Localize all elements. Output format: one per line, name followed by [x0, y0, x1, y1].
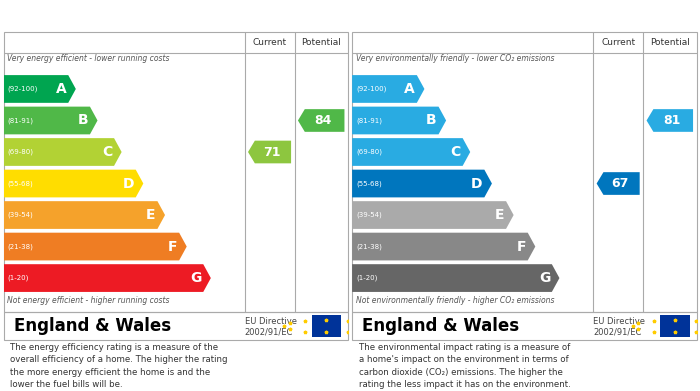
Polygon shape [352, 264, 559, 292]
Text: B: B [426, 113, 437, 127]
Text: 84: 84 [314, 114, 332, 127]
Polygon shape [4, 264, 211, 292]
Text: England & Wales: England & Wales [14, 317, 171, 335]
Text: EU Directive: EU Directive [244, 317, 297, 326]
Text: (1-20): (1-20) [8, 275, 29, 281]
Text: B: B [78, 113, 88, 127]
Text: Potential: Potential [650, 38, 690, 47]
Text: (92-100): (92-100) [8, 86, 38, 92]
Text: (21-38): (21-38) [8, 243, 34, 250]
Text: 67: 67 [612, 177, 629, 190]
Text: Not energy efficient - higher running costs: Not energy efficient - higher running co… [7, 296, 169, 305]
Text: E: E [495, 208, 504, 222]
Text: F: F [517, 240, 526, 253]
Text: Potential: Potential [301, 38, 341, 47]
Text: A: A [405, 82, 415, 96]
Text: The energy efficiency rating is a measure of the
overall efficiency of a home. T: The energy efficiency rating is a measur… [10, 343, 228, 389]
Text: Current: Current [601, 38, 635, 47]
Text: (39-54): (39-54) [8, 212, 34, 218]
Polygon shape [4, 75, 76, 103]
Polygon shape [4, 233, 187, 260]
Text: The environmental impact rating is a measure of
a home's impact on the environme: The environmental impact rating is a mea… [359, 343, 570, 389]
Polygon shape [596, 172, 640, 195]
Text: Very environmentally friendly - lower CO₂ emissions: Very environmentally friendly - lower CO… [356, 54, 554, 63]
Text: A: A [56, 82, 66, 96]
Polygon shape [4, 107, 97, 135]
Text: G: G [190, 271, 202, 285]
Text: (81-91): (81-91) [8, 117, 34, 124]
Text: 71: 71 [262, 145, 280, 158]
Polygon shape [352, 75, 424, 103]
Text: (55-68): (55-68) [8, 180, 34, 187]
Polygon shape [352, 107, 446, 135]
Text: Very energy efficient - lower running costs: Very energy efficient - lower running co… [7, 54, 169, 63]
Text: England & Wales: England & Wales [363, 317, 519, 335]
Polygon shape [352, 138, 470, 166]
Text: E: E [146, 208, 155, 222]
Polygon shape [298, 109, 344, 132]
Text: EU Directive: EU Directive [593, 317, 645, 326]
Text: 2002/91/EC: 2002/91/EC [593, 327, 642, 336]
Text: D: D [471, 176, 482, 190]
Polygon shape [352, 233, 536, 260]
Text: G: G [539, 271, 550, 285]
Polygon shape [4, 170, 144, 197]
Text: Not environmentally friendly - higher CO₂ emissions: Not environmentally friendly - higher CO… [356, 296, 554, 305]
FancyBboxPatch shape [312, 315, 341, 337]
Text: C: C [102, 145, 112, 159]
Text: (69-80): (69-80) [8, 149, 34, 155]
Polygon shape [352, 170, 492, 197]
Text: 2002/91/EC: 2002/91/EC [244, 327, 293, 336]
Text: D: D [122, 176, 134, 190]
FancyBboxPatch shape [660, 315, 689, 337]
Text: (1-20): (1-20) [356, 275, 377, 281]
Text: Environmental Impact (CO₂) Rating: Environmental Impact (CO₂) Rating [363, 9, 608, 23]
Text: Current: Current [253, 38, 286, 47]
Text: (92-100): (92-100) [356, 86, 386, 92]
Text: F: F [168, 240, 177, 253]
Text: (55-68): (55-68) [356, 180, 382, 187]
Text: C: C [451, 145, 461, 159]
Text: Energy Efficiency Rating: Energy Efficiency Rating [14, 9, 186, 23]
Polygon shape [647, 109, 693, 132]
Text: (21-38): (21-38) [356, 243, 382, 250]
Polygon shape [4, 138, 122, 166]
Text: (39-54): (39-54) [356, 212, 382, 218]
Text: (81-91): (81-91) [356, 117, 382, 124]
Text: 81: 81 [663, 114, 680, 127]
Polygon shape [352, 201, 514, 229]
Polygon shape [248, 141, 291, 163]
Polygon shape [4, 201, 165, 229]
Text: (69-80): (69-80) [356, 149, 382, 155]
